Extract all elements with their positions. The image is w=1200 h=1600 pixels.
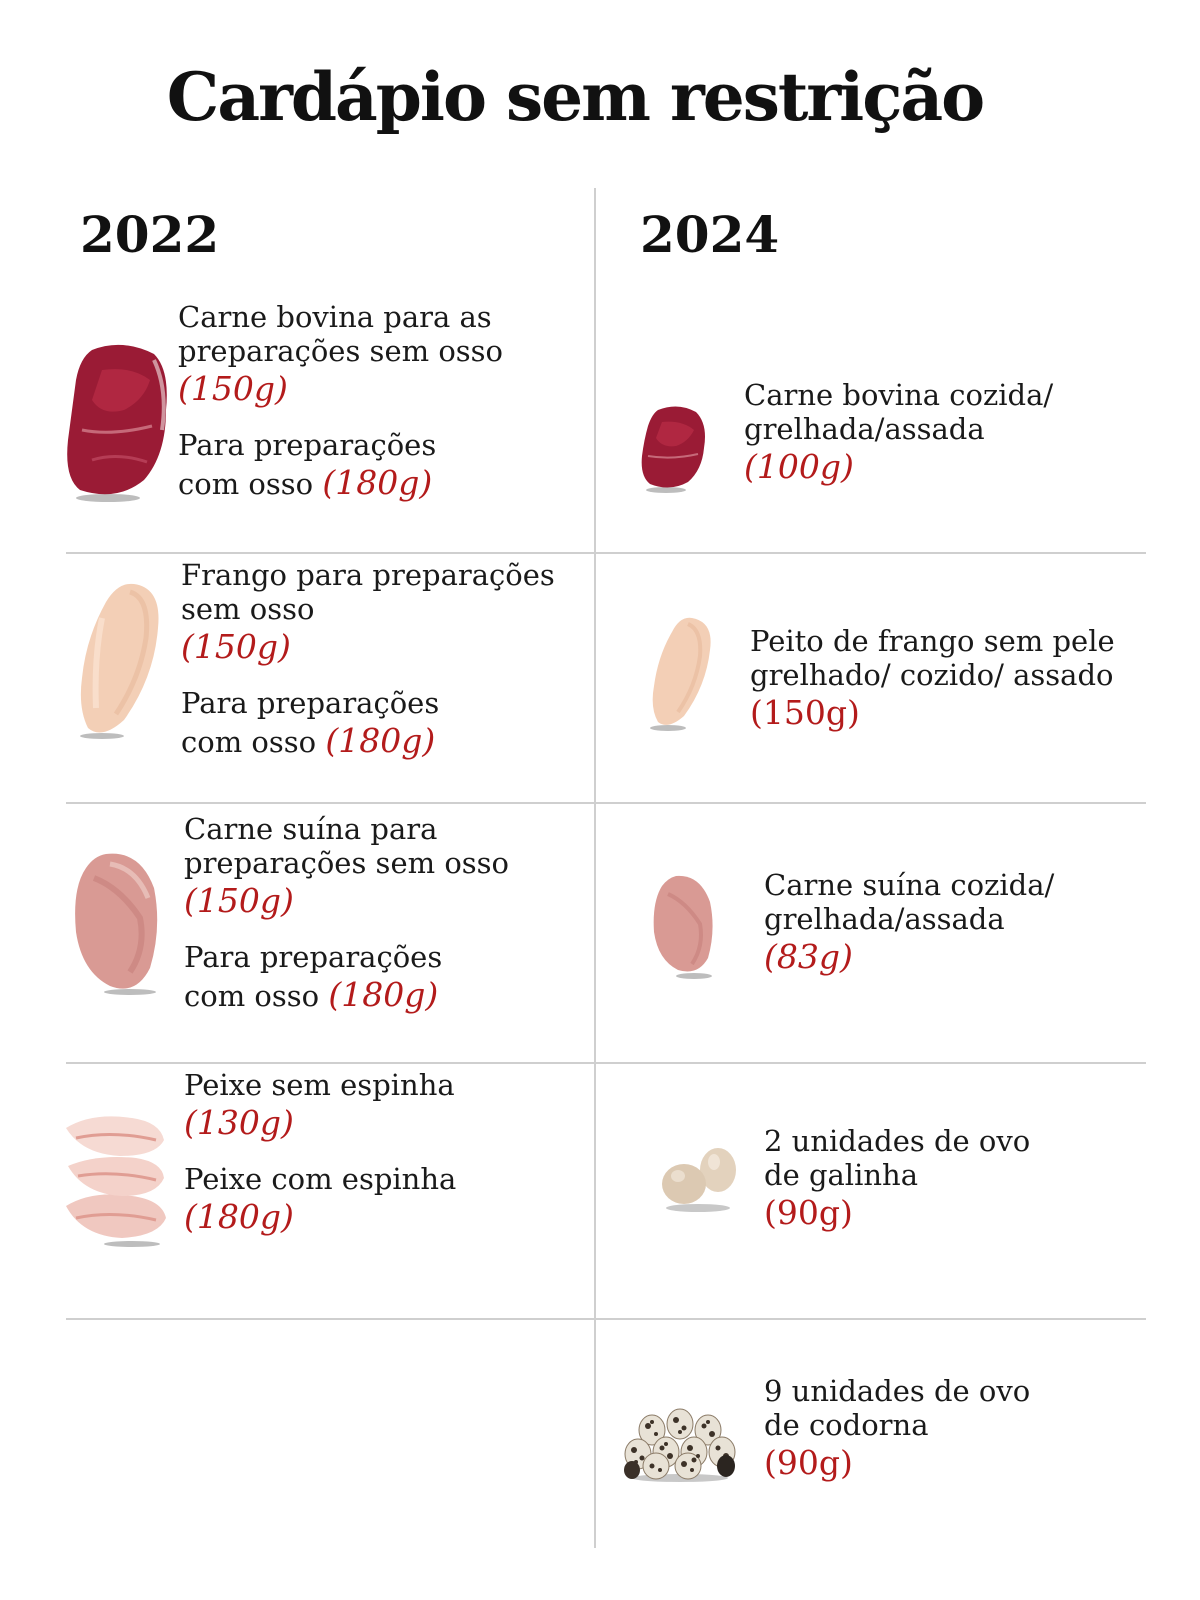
beef-2024-weight: (100g)	[744, 447, 854, 486]
row-divider	[66, 1318, 1146, 1320]
beef-2022-weight-boneless: (150g)	[178, 369, 288, 408]
quail-2024-line1: 9 unidades de ovo	[764, 1374, 1031, 1408]
beef-2022-line2: preparações sem osso	[178, 334, 504, 368]
chicken-2022-line2: sem osso	[181, 592, 315, 626]
pork-2022-line4-wrap: com osso (180g)	[184, 974, 509, 1017]
quail-2024-text: 9 unidades de ovo de codorna (90g)	[764, 1374, 1030, 1484]
pork-2022-line1: Carne suína para	[184, 812, 438, 846]
fish-2022-line2: Peixe com espinha	[184, 1162, 457, 1196]
page-title: Cardápio sem restrição	[166, 58, 985, 136]
egg-2024-weight: (90g)	[764, 1193, 853, 1232]
chicken-breast-icon	[650, 617, 711, 731]
chicken-2022-line4: com osso	[181, 725, 317, 759]
quail-2024-weight: (90g)	[764, 1443, 853, 1482]
beef-2022-line3: Para preparações	[178, 428, 437, 462]
beef-2022-text: Carne bovina para as preparações sem oss…	[178, 300, 503, 505]
fish-2022-line1: Peixe sem espinha	[184, 1068, 455, 1102]
pork-2024-text: Carne suína cozida/ grelhada/assada (83g…	[764, 868, 1054, 978]
pork-2022-weight-boneless: (150g)	[184, 881, 294, 920]
row-divider	[66, 802, 1146, 804]
column-divider	[594, 188, 596, 1548]
chicken-2024-line2: grelhado/ cozido/ assado	[750, 658, 1114, 692]
quail-eggs-icon	[624, 1408, 736, 1482]
beef-2022-line4: com osso	[178, 467, 314, 501]
beef-2024-line2: grelhada/assada	[744, 412, 985, 446]
egg-2024-line1: 2 unidades de ovo	[764, 1124, 1031, 1158]
year-2022-heading: 2022	[80, 205, 220, 264]
beef-2022-weight-bone: (180g)	[322, 463, 433, 502]
pork-cut-icon	[653, 875, 713, 979]
pork-2024-line1: Carne suína cozida/	[764, 868, 1055, 902]
fish-2022-text: Peixe sem espinha (130g) Peixe com espin…	[184, 1068, 456, 1238]
pork-2024-line2: grelhada/assada	[764, 902, 1005, 936]
chicken-2022-line3: Para preparações	[181, 686, 440, 720]
chicken-breast-icon	[80, 583, 159, 739]
beef-2022-line1: Carne bovina para as	[178, 300, 492, 334]
fish-2022-weight-boneless: (130g)	[184, 1103, 294, 1142]
pork-2022-text: Carne suína para preparações sem osso (1…	[184, 812, 509, 1017]
chicken-2024-line1: Peito de frango sem pele	[750, 624, 1115, 658]
chicken-2024-text: Peito de frango sem pele grelhado/ cozid…	[750, 624, 1115, 734]
quail-2024-line2: de codorna	[764, 1408, 929, 1442]
pork-cut-icon	[75, 853, 158, 995]
chicken-2022-text: Frango para preparações sem osso (150g) …	[181, 558, 555, 763]
year-2024-heading: 2024	[640, 205, 780, 264]
beef-steak-icon	[67, 344, 167, 502]
pork-2022-line3: Para preparações	[184, 940, 443, 974]
row-divider	[66, 552, 1146, 554]
beef-2024-text: Carne bovina cozida/ grelhada/assada (10…	[744, 378, 1053, 488]
pork-2022-line4: com osso	[184, 979, 320, 1013]
pork-2022-weight-bone: (180g)	[328, 975, 439, 1014]
fish-fillet-icon	[66, 1116, 166, 1247]
row-divider	[66, 1062, 1146, 1064]
egg-2024-text: 2 unidades de ovo de galinha (90g)	[764, 1124, 1030, 1234]
egg-2024-line2: de galinha	[764, 1158, 918, 1192]
pork-2022-line2: preparações sem osso	[184, 846, 510, 880]
chicken-2022-line1: Frango para preparações	[181, 558, 555, 592]
chicken-2022-weight-bone: (180g)	[325, 721, 436, 760]
chicken-eggs-icon	[662, 1148, 736, 1212]
fish-2022-weight-bone: (180g)	[184, 1197, 294, 1236]
chicken-2022-line4-wrap: com osso (180g)	[181, 720, 555, 763]
pork-2024-weight: (83g)	[764, 937, 853, 976]
chicken-2022-weight-boneless: (150g)	[181, 627, 291, 666]
beef-2024-line1: Carne bovina cozida/	[744, 378, 1054, 412]
chicken-2024-weight: (150g)	[750, 693, 860, 732]
beef-steak-icon	[641, 406, 705, 493]
beef-2022-line4-wrap: com osso (180g)	[178, 462, 503, 505]
